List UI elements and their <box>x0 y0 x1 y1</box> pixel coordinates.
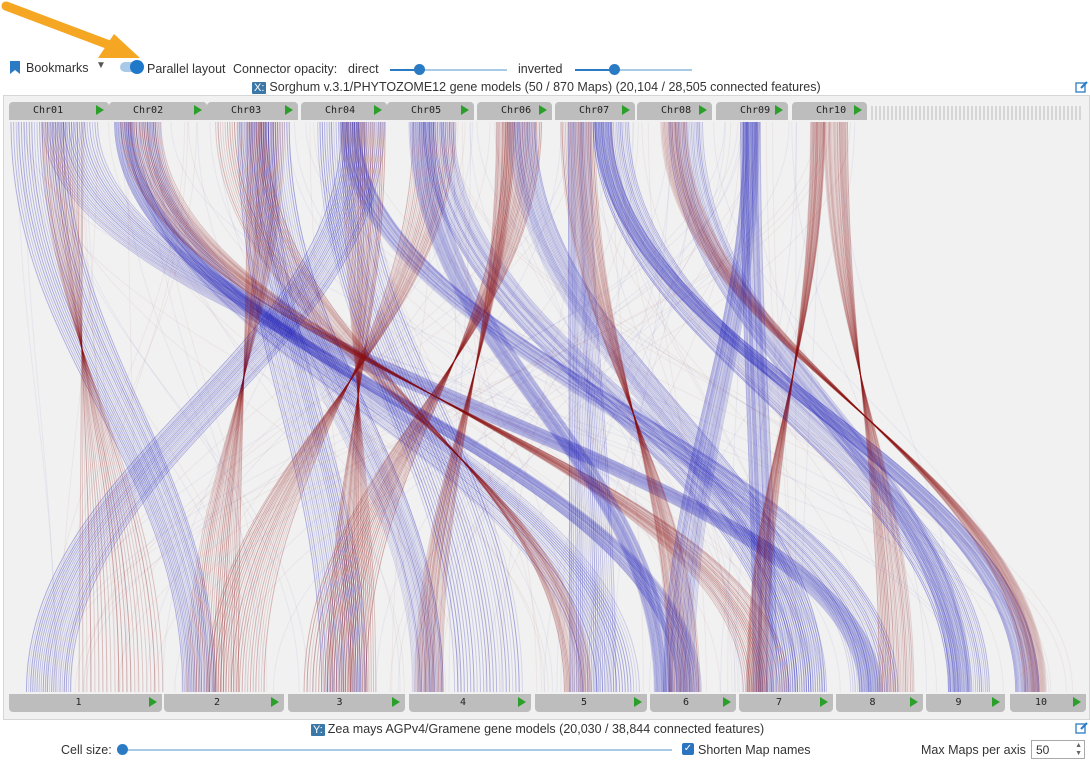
play-icon[interactable] <box>1073 697 1081 707</box>
x-map-tab-chr04[interactable]: Chr04 <box>301 102 387 120</box>
direct-label: direct <box>348 62 379 76</box>
direct-opacity-slider[interactable] <box>390 64 507 75</box>
y-map-tab-9[interactable]: 9 <box>926 694 1005 712</box>
x-map-tab-chr10[interactable]: Chr10 <box>792 102 867 120</box>
x-map-tab-chr02[interactable]: Chr02 <box>109 102 207 120</box>
play-icon[interactable] <box>285 105 293 115</box>
play-icon[interactable] <box>539 105 547 115</box>
play-icon[interactable] <box>374 105 382 115</box>
play-icon[interactable] <box>992 697 1000 707</box>
play-icon[interactable] <box>271 697 279 707</box>
y-map-tab-10[interactable]: 10 <box>1010 694 1086 712</box>
map-tab-label: 7 <box>775 697 783 708</box>
edit-y-axis-icon[interactable] <box>1075 721 1089 735</box>
parallel-layout-label: Parallel layout <box>147 62 226 76</box>
y-axis-title-text: Zea mays AGPv4/Gramene gene models (20,0… <box>327 722 765 736</box>
play-icon[interactable] <box>96 105 104 115</box>
y-map-tab-1[interactable]: 1 <box>9 694 162 712</box>
bookmarks-button[interactable]: Bookmarks <box>26 61 89 75</box>
play-icon[interactable] <box>723 697 731 707</box>
map-tab-label: Chr05 <box>411 105 442 116</box>
slider-thumb[interactable] <box>117 744 128 755</box>
map-tab-label: 5 <box>580 697 588 708</box>
map-tab-label: 6 <box>682 697 690 708</box>
x-map-tab-chr07[interactable]: Chr07 <box>555 102 635 120</box>
map-tab-label: Chr04 <box>325 105 356 116</box>
map-tab-label: 8 <box>869 697 876 708</box>
play-icon[interactable] <box>634 697 642 707</box>
slider-thumb[interactable] <box>609 64 620 75</box>
x-map-tab-chr08[interactable]: Chr08 <box>637 102 712 120</box>
annotation-arrow <box>1 1 140 58</box>
chevron-down-icon[interactable]: ▼ <box>96 60 106 71</box>
dotplot-area[interactable]: Chr01 Chr02 Chr03 Chr04 Chr05 Chr06 Chr07 Chr08… <box>3 95 1090 720</box>
play-icon[interactable] <box>149 697 157 707</box>
edit-x-axis-icon[interactable] <box>1075 80 1089 94</box>
y-axis-badge[interactable]: Y: <box>311 724 325 736</box>
inverted-opacity-slider[interactable] <box>575 64 692 75</box>
map-tab-label: Chr03 <box>231 105 262 116</box>
stepper-icon[interactable]: ▲ ▼ <box>1075 742 1082 757</box>
top-toolbar: Bookmarks ▼ Parallel layout Connector op… <box>0 58 1090 80</box>
max-maps-label: Max Maps per axis <box>921 743 1026 757</box>
y-map-tab-2[interactable]: 2 <box>164 694 284 712</box>
y-map-tab-5[interactable]: 5 <box>535 694 647 712</box>
map-tab-label: 4 <box>459 697 467 708</box>
x-map-tab-chr06[interactable]: Chr06 <box>477 102 552 120</box>
map-tab-label: 3 <box>336 697 343 708</box>
shorten-map-names-label: Shorten Map names <box>698 743 811 757</box>
play-icon[interactable] <box>854 105 862 115</box>
y-map-tab-6[interactable]: 6 <box>650 694 736 712</box>
play-icon[interactable] <box>910 697 918 707</box>
parallel-layout-toggle[interactable] <box>120 60 144 74</box>
map-tab-label: Chr06 <box>501 105 532 116</box>
y-map-tab-4[interactable]: 4 <box>409 694 531 712</box>
play-icon[interactable] <box>194 105 202 115</box>
connector-opacity-label: Connector opacity: <box>233 62 338 76</box>
max-maps-input[interactable]: 50 ▲ ▼ <box>1031 740 1085 759</box>
bottom-toolbar: Cell size: ✓ Shorten Map names Max Maps … <box>0 740 1090 761</box>
y-map-tab-8[interactable]: 8 <box>836 694 923 712</box>
x-axis-title: X: Sorghum v.3.1/PHYTOZOME12 gene models … <box>252 80 821 94</box>
play-icon[interactable] <box>461 105 469 115</box>
y-map-tab-7[interactable]: 7 <box>739 694 833 712</box>
map-tab-label: 2 <box>213 697 221 708</box>
map-tab-label: Chr07 <box>579 105 610 116</box>
map-tab-label: Chr10 <box>816 105 847 116</box>
map-tab-label: Chr01 <box>33 105 64 116</box>
x-axis-title-text: Sorghum v.3.1/PHYTOZOME12 gene models (5… <box>269 80 821 94</box>
map-tab-label: 9 <box>955 697 962 708</box>
cell-size-slider[interactable] <box>117 744 672 755</box>
map-tab-label: 10 <box>1034 697 1048 708</box>
x-map-tab-chr01[interactable]: Chr01 <box>9 102 109 120</box>
map-tab-label: Chr08 <box>661 105 692 116</box>
inverted-label: inverted <box>518 62 563 76</box>
x-map-tab-chr05[interactable]: Chr05 <box>387 102 474 120</box>
y-axis-title: Y: Zea mays AGPv4/Gramene gene models (20… <box>311 722 764 736</box>
play-icon[interactable] <box>518 697 526 707</box>
map-tab-label: Chr09 <box>740 105 771 116</box>
play-icon[interactable] <box>392 697 400 707</box>
bookmark-icon[interactable] <box>10 61 20 74</box>
slider-thumb[interactable] <box>414 64 425 75</box>
connector-canvas <box>10 106 1081 693</box>
map-tab-label: 1 <box>75 697 82 708</box>
play-icon[interactable] <box>699 105 707 115</box>
shorten-map-names-checkbox[interactable]: ✓ <box>682 743 694 755</box>
y-map-tab-3[interactable]: 3 <box>288 694 405 712</box>
max-maps-value: 50 <box>1036 743 1050 757</box>
play-icon[interactable] <box>820 697 828 707</box>
play-icon[interactable] <box>622 105 630 115</box>
play-icon[interactable] <box>775 105 783 115</box>
x-map-tab-chr09[interactable]: Chr09 <box>716 102 788 120</box>
x-axis-badge[interactable]: X: <box>252 82 267 94</box>
map-tab-label: Chr02 <box>133 105 164 116</box>
x-map-tab-chr03[interactable]: Chr03 <box>207 102 298 120</box>
cell-size-label: Cell size: <box>61 743 112 757</box>
